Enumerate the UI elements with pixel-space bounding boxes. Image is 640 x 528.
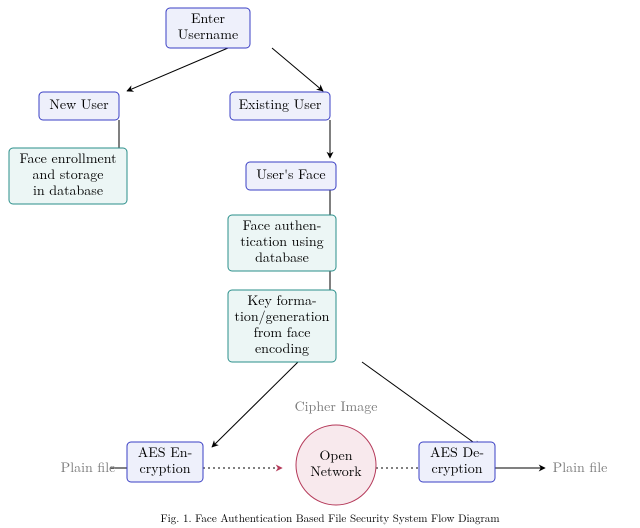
label-plain_r: Plain file <box>553 457 608 477</box>
edge-keyform-aesenc <box>212 362 298 447</box>
node-aesenc: AES En-cryption <box>127 442 203 482</box>
label-plain_l: Plain file <box>61 457 116 477</box>
node-existing: Existing User <box>230 92 330 120</box>
edge-enter-existing <box>272 48 323 91</box>
node-userface: User's Face <box>246 162 336 190</box>
figure-caption: Fig. 1. Face Authentication Based File S… <box>160 511 499 526</box>
node-enroll: Face enrollmentand storagein database <box>9 148 127 204</box>
node-aesdec: AES De-cryption <box>419 442 495 482</box>
label-cipher: Cipher Image <box>295 396 378 416</box>
edge-enter-newuser <box>127 48 228 91</box>
node-label-aesenc: AES En-cryption <box>138 442 192 478</box>
node-network: OpenNetwork <box>296 425 376 505</box>
node-label-enroll: Face enrollmentand storagein database <box>19 148 116 200</box>
node-label-aesdec: AES De-cryption <box>430 442 484 478</box>
node-enter: EnterUsername <box>166 8 250 48</box>
node-label-existing: Existing User <box>239 94 322 114</box>
edge-keyform-aesdec <box>362 362 480 447</box>
node-auth: Face authen-tication usingdatabase <box>228 215 336 271</box>
node-keyform: Key forma-tion/generationfrom faceencodi… <box>228 290 336 362</box>
node-label-newuser: New User <box>49 94 109 114</box>
flowchart-canvas: EnterUsername New User Existing User Face e… <box>0 0 640 528</box>
nodes-layer: EnterUsername New User Existing User Face e… <box>9 8 495 505</box>
node-newuser: New User <box>39 92 119 120</box>
node-label-userface: User's Face <box>256 164 325 184</box>
